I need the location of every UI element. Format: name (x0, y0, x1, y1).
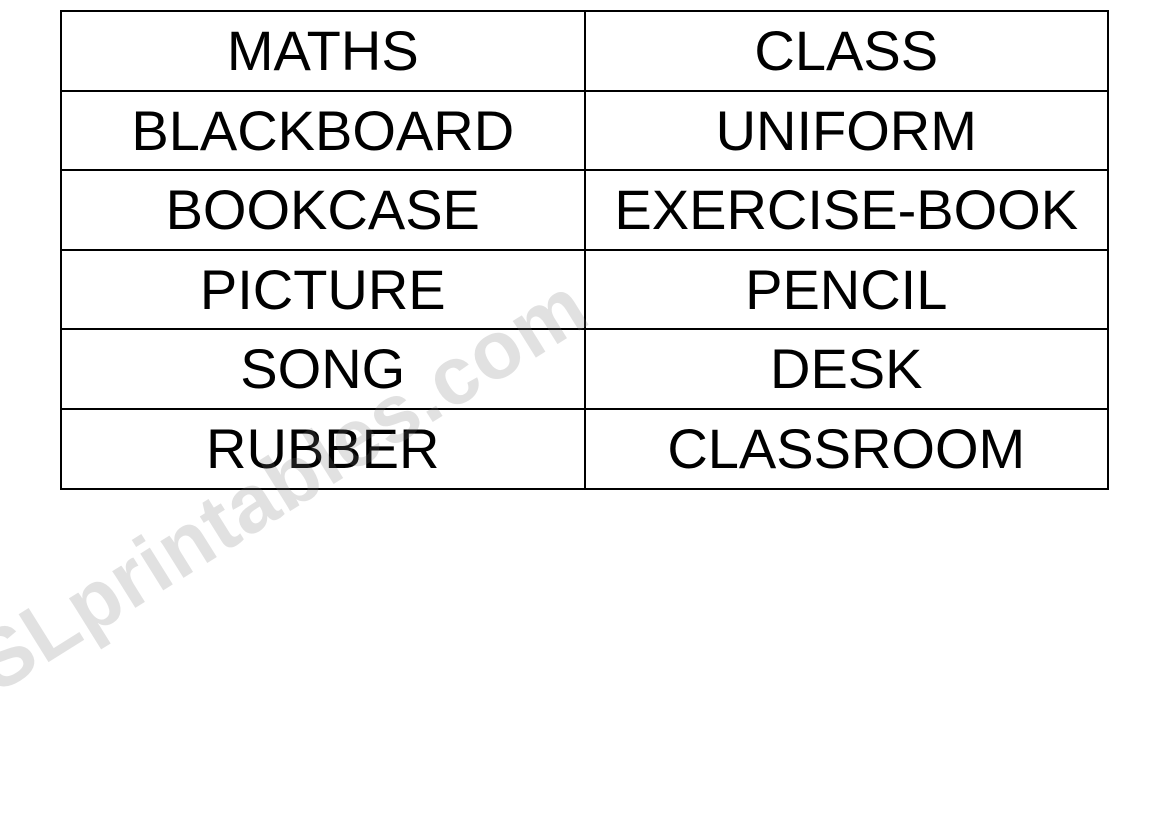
table-cell: UNIFORM (585, 91, 1109, 171)
table-cell: MATHS (61, 11, 585, 91)
table-row: BLACKBOARD UNIFORM (61, 91, 1108, 171)
table-row: MATHS CLASS (61, 11, 1108, 91)
table-row: SONG DESK (61, 329, 1108, 409)
table-cell: SONG (61, 329, 585, 409)
table-cell: DESK (585, 329, 1109, 409)
table-cell: PICTURE (61, 250, 585, 330)
table-cell: CLASS (585, 11, 1109, 91)
table-row: PICTURE PENCIL (61, 250, 1108, 330)
vocabulary-table: MATHS CLASS BLACKBOARD UNIFORM BOOKCASE … (60, 10, 1109, 490)
table-cell: CLASSROOM (585, 409, 1109, 489)
table-row: BOOKCASE EXERCISE-BOOK (61, 170, 1108, 250)
vocabulary-table-container: MATHS CLASS BLACKBOARD UNIFORM BOOKCASE … (60, 10, 1109, 490)
table-cell: RUBBER (61, 409, 585, 489)
table-cell: PENCIL (585, 250, 1109, 330)
table-cell: BOOKCASE (61, 170, 585, 250)
table-row: RUBBER CLASSROOM (61, 409, 1108, 489)
table-cell: EXERCISE-BOOK (585, 170, 1109, 250)
table-cell: BLACKBOARD (61, 91, 585, 171)
